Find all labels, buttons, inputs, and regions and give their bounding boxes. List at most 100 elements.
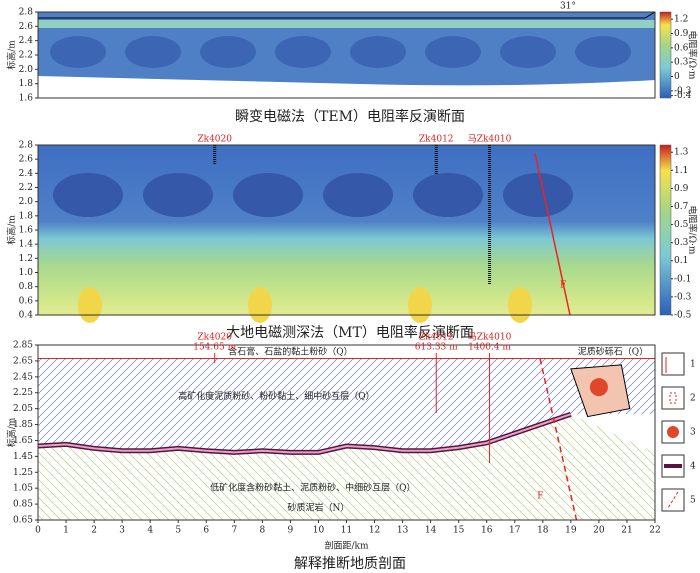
x-tick-label: 10 <box>313 526 325 536</box>
x-axis-title: 剖面距/km <box>324 540 368 552</box>
colorbar-tick-label: 0.6 <box>674 43 689 53</box>
x-tick-label: 2 <box>91 526 97 536</box>
borehole-label: 马Zk4010 <box>468 332 512 343</box>
legend-box <box>661 386 685 410</box>
x-tick-label: 14 <box>425 526 437 536</box>
legend-label: 1 <box>690 360 696 370</box>
low-zone <box>425 36 481 68</box>
interface-core <box>37 413 572 454</box>
colorbar <box>659 11 672 99</box>
y-tick-label: 2.25 <box>13 388 33 398</box>
colorbar-tick-label: 1.2 <box>674 15 688 25</box>
y-tick-label: 2.4 <box>19 36 34 46</box>
low-zone <box>125 36 181 68</box>
borehole-label: Zk4020 <box>197 333 232 343</box>
y-tick-label: 2.6 <box>19 155 34 165</box>
colorbar-tick-label: 0 <box>674 72 680 82</box>
legend-label: 5 <box>690 496 696 506</box>
y-tick-label: 0.85 <box>13 500 33 510</box>
x-tick-label: 18 <box>537 526 549 536</box>
low-zone <box>50 36 106 68</box>
x-tick-label: 0 <box>35 526 41 536</box>
unit-label: 高矿化度泥质粉砂、粉砂黏土、细中砂互层（Q） <box>178 390 374 402</box>
low-zone <box>500 36 556 68</box>
colorbar-tick-label: -0.5 <box>674 311 692 321</box>
high-zone <box>78 287 102 323</box>
annotation: 31° <box>560 2 576 12</box>
low-zone <box>200 36 256 68</box>
y-tick-label: 1.2 <box>19 254 33 264</box>
legend-symbol <box>667 426 679 438</box>
y-axis-title: 标高/m <box>6 215 18 245</box>
y-axis-title: 标高/m <box>6 417 18 447</box>
x-tick-label: 8 <box>259 526 265 536</box>
fault-label: F <box>537 492 543 502</box>
borehole-depth: 1400.4 m <box>468 343 511 353</box>
x-tick-label: 22 <box>649 526 660 536</box>
borehole-depth: 154.65 m <box>193 343 236 353</box>
y-tick-label: 0.6 <box>19 296 34 306</box>
high-zone <box>508 287 532 323</box>
unit-label: 砂质泥岩（N） <box>288 502 350 514</box>
legend-box <box>661 352 685 376</box>
x-tick-label: 3 <box>119 526 125 536</box>
colorbar <box>659 144 672 316</box>
colorbar-tick-label: 1.3 <box>674 148 689 158</box>
y-tick-label: 0.4 <box>19 311 34 321</box>
legend-label: 2 <box>690 394 696 404</box>
colorbar-tick-label: -0.3 <box>674 86 692 96</box>
y-tick-label: 2.45 <box>13 372 33 382</box>
low-zone <box>53 173 123 217</box>
fault-label: F <box>560 281 566 291</box>
colorbar-tick-label: -0.3 <box>674 292 692 302</box>
y-tick-label: 1.4 <box>19 240 34 250</box>
x-tick-label: 13 <box>397 526 409 536</box>
colorbar-tick-label: -0.4 <box>674 91 692 101</box>
x-tick-label: 9 <box>288 526 294 536</box>
x-tick-label: 4 <box>147 526 153 536</box>
y-tick-label: 2.4 <box>19 169 34 179</box>
y-tick-label: 1.8 <box>19 79 34 89</box>
colorbar-tick-label: 0.3 <box>674 238 689 248</box>
y-tick-label: 2.85 <box>13 341 33 351</box>
x-tick-label: 21 <box>621 526 632 536</box>
y-tick-label: 2.6 <box>19 22 34 32</box>
x-tick-label: 19 <box>565 526 577 536</box>
x-tick-label: 17 <box>509 526 521 536</box>
y-tick-label: 2.0 <box>19 65 34 75</box>
low-zone <box>323 173 393 217</box>
low-zone <box>233 173 303 217</box>
x-tick-label: 6 <box>203 526 209 536</box>
colorbar-tick-label: 0.9 <box>674 29 689 39</box>
colorbar-tick-label: -0.1 <box>674 274 691 284</box>
y-tick-label: 2.2 <box>19 51 33 61</box>
blank-zone <box>38 76 655 98</box>
colorbar-tick-label: 0.5 <box>674 220 689 230</box>
high-zone <box>248 287 272 323</box>
colorbar-tick-label: 0.1 <box>674 256 688 266</box>
y-tick-label: 2.2 <box>19 183 33 193</box>
surface <box>38 11 656 19</box>
panel-title: 解释推断地质剖面 <box>294 556 406 572</box>
x-tick-label: 20 <box>593 526 605 536</box>
upper-unit <box>38 358 655 453</box>
x-tick-label: 12 <box>369 526 380 536</box>
colorbar-tick-label: 1.1 <box>674 166 688 176</box>
borehole-depth: 613.33 m <box>415 343 458 353</box>
panel-title: 大地电磁测深法（MT）电阻率反演断面 <box>226 324 474 341</box>
y-tick-label: 1.8 <box>19 211 34 221</box>
legend-box <box>661 488 685 512</box>
borehole-label: Zk4012 <box>419 333 454 343</box>
y-tick-label: 1.05 <box>13 484 33 494</box>
resistivity-band <box>38 20 655 28</box>
panel-title: 瞬变电磁法（TEM）电阻率反演断面 <box>235 108 465 125</box>
x-tick-label: 1 <box>63 526 69 536</box>
high-zone <box>408 287 432 323</box>
y-tick-label: 1.85 <box>13 420 33 430</box>
y-tick-label: 2.05 <box>13 404 33 414</box>
x-tick-label: 5 <box>175 526 181 536</box>
low-zone <box>143 173 213 217</box>
x-tick-label: 15 <box>453 526 465 536</box>
y-tick-label: 1.65 <box>13 436 33 446</box>
